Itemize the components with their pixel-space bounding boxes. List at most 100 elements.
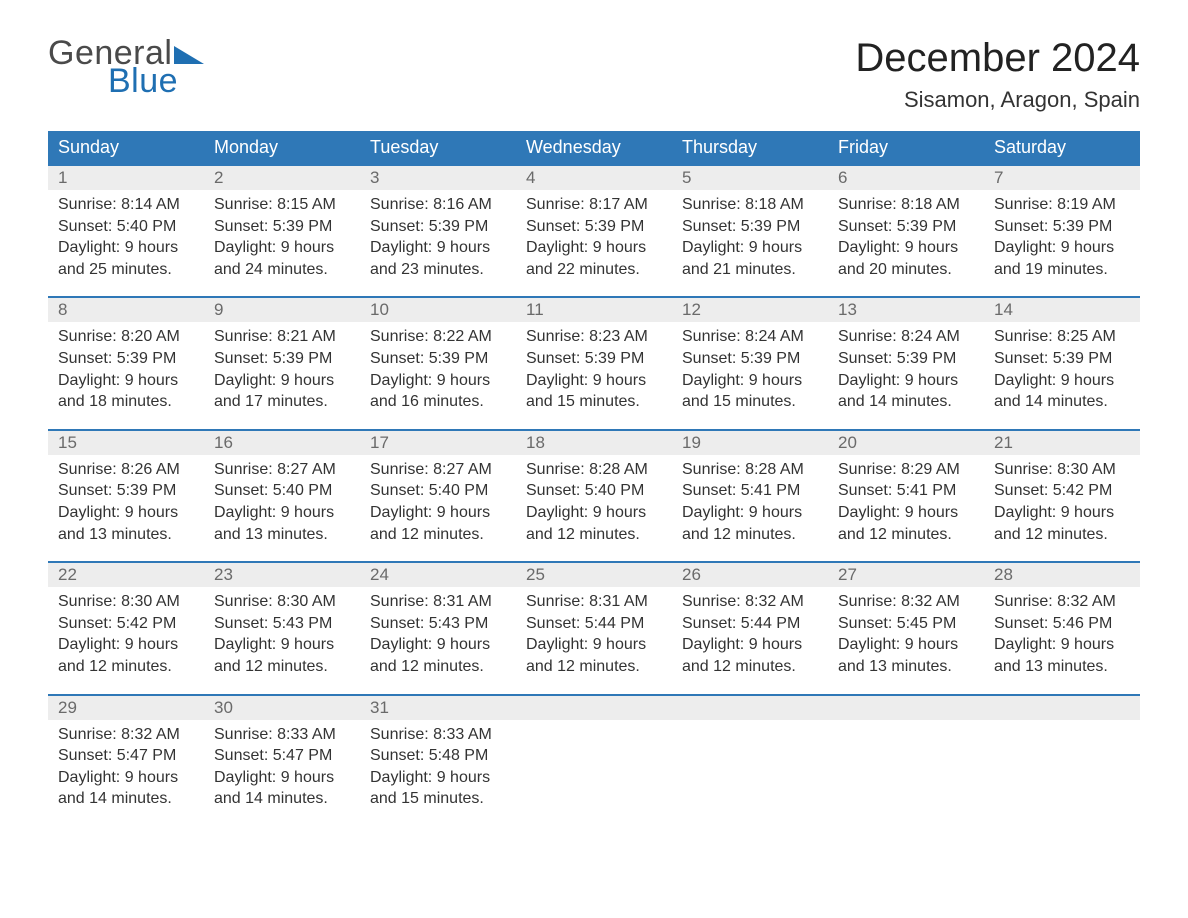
day-d2: and 12 minutes. [682, 524, 818, 546]
day-d1: Daylight: 9 hours [370, 634, 506, 656]
day-d2: and 20 minutes. [838, 259, 974, 281]
day-sunrise: Sunrise: 8:29 AM [838, 459, 974, 481]
day-d1: Daylight: 9 hours [526, 237, 662, 259]
date-number: 13 [828, 298, 984, 322]
day-sunset: Sunset: 5:44 PM [526, 613, 662, 635]
day-d2: and 13 minutes. [838, 656, 974, 678]
day-d2: and 14 minutes. [58, 788, 194, 810]
day-cell: Sunrise: 8:32 AMSunset: 5:44 PMDaylight:… [672, 587, 828, 681]
date-number: 12 [672, 298, 828, 322]
day-d2: and 12 minutes. [370, 656, 506, 678]
day-d2: and 14 minutes. [994, 391, 1130, 413]
day-d1: Daylight: 9 hours [682, 370, 818, 392]
day-cell [672, 720, 828, 814]
day-d2: and 21 minutes. [682, 259, 818, 281]
logo-word-blue: Blue [108, 64, 204, 98]
date-number-row: 293031 [48, 694, 1140, 720]
date-number: 20 [828, 431, 984, 455]
day-d2: and 12 minutes. [58, 656, 194, 678]
day-sunrise: Sunrise: 8:32 AM [994, 591, 1130, 613]
day-cell [828, 720, 984, 814]
day-cell: Sunrise: 8:20 AMSunset: 5:39 PMDaylight:… [48, 322, 204, 416]
day-sunset: Sunset: 5:47 PM [58, 745, 194, 767]
day-sunset: Sunset: 5:40 PM [214, 480, 350, 502]
day-sunrise: Sunrise: 8:30 AM [214, 591, 350, 613]
logo: General Blue [48, 36, 204, 98]
day-d1: Daylight: 9 hours [214, 370, 350, 392]
day-d2: and 15 minutes. [682, 391, 818, 413]
date-number-row: 22232425262728 [48, 561, 1140, 587]
date-number: 28 [984, 563, 1140, 587]
day-d1: Daylight: 9 hours [58, 767, 194, 789]
day-header: Sunday [48, 131, 204, 166]
day-cell: Sunrise: 8:27 AMSunset: 5:40 PMDaylight:… [360, 455, 516, 549]
date-number: 2 [204, 166, 360, 190]
day-cell: Sunrise: 8:24 AMSunset: 5:39 PMDaylight:… [672, 322, 828, 416]
date-number-row: 15161718192021 [48, 429, 1140, 455]
date-number: 21 [984, 431, 1140, 455]
day-d1: Daylight: 9 hours [58, 634, 194, 656]
day-body-row: Sunrise: 8:20 AMSunset: 5:39 PMDaylight:… [48, 322, 1140, 416]
day-sunrise: Sunrise: 8:20 AM [58, 326, 194, 348]
date-number: 5 [672, 166, 828, 190]
day-body-row: Sunrise: 8:30 AMSunset: 5:42 PMDaylight:… [48, 587, 1140, 681]
day-sunrise: Sunrise: 8:21 AM [214, 326, 350, 348]
day-cell: Sunrise: 8:31 AMSunset: 5:43 PMDaylight:… [360, 587, 516, 681]
day-cell: Sunrise: 8:19 AMSunset: 5:39 PMDaylight:… [984, 190, 1140, 284]
day-d2: and 24 minutes. [214, 259, 350, 281]
day-sunset: Sunset: 5:39 PM [682, 348, 818, 370]
day-cell: Sunrise: 8:30 AMSunset: 5:43 PMDaylight:… [204, 587, 360, 681]
day-d1: Daylight: 9 hours [58, 237, 194, 259]
day-sunrise: Sunrise: 8:26 AM [58, 459, 194, 481]
day-d1: Daylight: 9 hours [994, 502, 1130, 524]
day-d1: Daylight: 9 hours [838, 502, 974, 524]
day-sunset: Sunset: 5:46 PM [994, 613, 1130, 635]
day-cell: Sunrise: 8:21 AMSunset: 5:39 PMDaylight:… [204, 322, 360, 416]
day-d1: Daylight: 9 hours [994, 237, 1130, 259]
day-d2: and 12 minutes. [214, 656, 350, 678]
day-cell: Sunrise: 8:32 AMSunset: 5:45 PMDaylight:… [828, 587, 984, 681]
day-d1: Daylight: 9 hours [994, 370, 1130, 392]
date-number: 6 [828, 166, 984, 190]
day-cell: Sunrise: 8:33 AMSunset: 5:47 PMDaylight:… [204, 720, 360, 814]
day-d1: Daylight: 9 hours [838, 634, 974, 656]
day-header: Monday [204, 131, 360, 166]
day-cell: Sunrise: 8:30 AMSunset: 5:42 PMDaylight:… [48, 587, 204, 681]
day-sunrise: Sunrise: 8:22 AM [370, 326, 506, 348]
day-d2: and 18 minutes. [58, 391, 194, 413]
day-sunset: Sunset: 5:39 PM [214, 216, 350, 238]
day-cell: Sunrise: 8:30 AMSunset: 5:42 PMDaylight:… [984, 455, 1140, 549]
day-sunrise: Sunrise: 8:33 AM [370, 724, 506, 746]
week-row: 15161718192021Sunrise: 8:26 AMSunset: 5:… [48, 429, 1140, 549]
month-title: December 2024 [855, 36, 1140, 81]
day-d1: Daylight: 9 hours [526, 634, 662, 656]
day-sunrise: Sunrise: 8:23 AM [526, 326, 662, 348]
day-sunrise: Sunrise: 8:24 AM [838, 326, 974, 348]
date-number-row: 891011121314 [48, 296, 1140, 322]
date-number [516, 696, 672, 720]
day-sunset: Sunset: 5:44 PM [682, 613, 818, 635]
day-sunset: Sunset: 5:39 PM [682, 216, 818, 238]
day-sunrise: Sunrise: 8:19 AM [994, 194, 1130, 216]
day-sunrise: Sunrise: 8:30 AM [994, 459, 1130, 481]
date-number: 11 [516, 298, 672, 322]
day-d2: and 17 minutes. [214, 391, 350, 413]
day-d2: and 12 minutes. [838, 524, 974, 546]
date-number: 3 [360, 166, 516, 190]
date-number: 25 [516, 563, 672, 587]
day-sunset: Sunset: 5:39 PM [838, 216, 974, 238]
day-d1: Daylight: 9 hours [214, 502, 350, 524]
day-cell: Sunrise: 8:26 AMSunset: 5:39 PMDaylight:… [48, 455, 204, 549]
day-d1: Daylight: 9 hours [838, 237, 974, 259]
day-d2: and 19 minutes. [994, 259, 1130, 281]
day-cell: Sunrise: 8:32 AMSunset: 5:46 PMDaylight:… [984, 587, 1140, 681]
day-body-row: Sunrise: 8:14 AMSunset: 5:40 PMDaylight:… [48, 190, 1140, 284]
day-d2: and 13 minutes. [58, 524, 194, 546]
day-d1: Daylight: 9 hours [682, 502, 818, 524]
day-d1: Daylight: 9 hours [214, 767, 350, 789]
day-d2: and 22 minutes. [526, 259, 662, 281]
day-d2: and 14 minutes. [214, 788, 350, 810]
day-cell: Sunrise: 8:33 AMSunset: 5:48 PMDaylight:… [360, 720, 516, 814]
day-cell: Sunrise: 8:32 AMSunset: 5:47 PMDaylight:… [48, 720, 204, 814]
day-d2: and 12 minutes. [370, 524, 506, 546]
